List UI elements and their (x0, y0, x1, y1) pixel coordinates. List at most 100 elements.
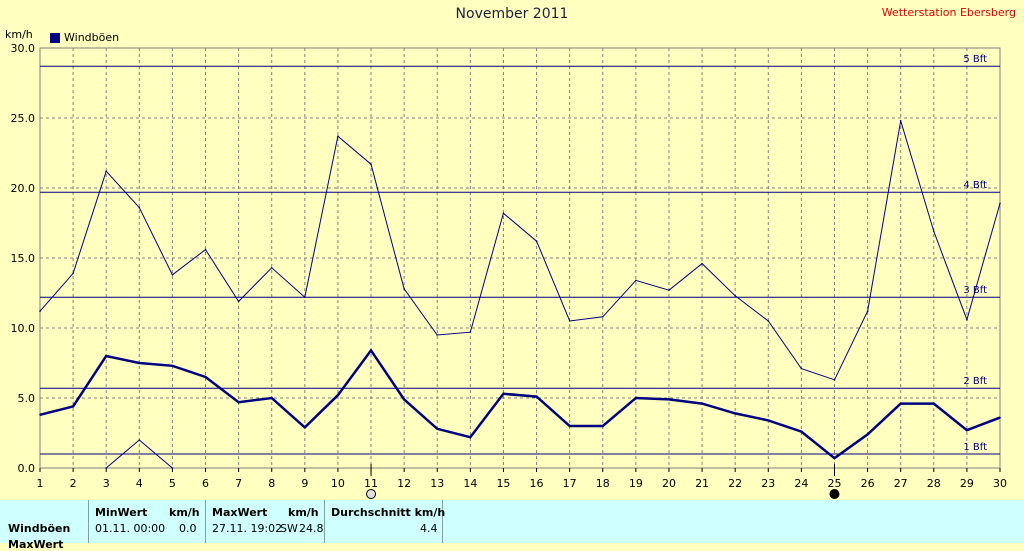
y-tick-label: 5.0 (18, 392, 36, 405)
x-tick-label: 17 (563, 477, 577, 490)
x-tick-label: 1 (37, 477, 44, 490)
data-point-average (502, 393, 505, 395)
stats-avg-value: 4.4 (420, 522, 438, 535)
data-point-average (403, 398, 405, 401)
x-tick-label: 8 (268, 477, 275, 490)
data-point-max (701, 262, 703, 265)
beaufort-label: 2 Bft (963, 376, 987, 387)
data-point-max (403, 288, 405, 290)
data-point-max (370, 163, 372, 165)
y-axis-unit: km/h (5, 28, 33, 41)
axes: 1 2 3 4 5 6 7 8 9 10 11 12 13 14 15 16 17 18 19 20 21 22 23 24 2… (11, 42, 1008, 490)
stats-max-direction: SW (280, 522, 298, 535)
x-tick-label: 15 (496, 477, 510, 490)
series-line-average (39, 348, 1001, 460)
station-name: Wetterstation Ebersberg (881, 6, 1016, 19)
stats-row-label-max: MaxWert (8, 538, 64, 551)
stats-max-unit: km/h (288, 506, 319, 519)
data-point-max (866, 310, 869, 313)
data-point-average (171, 365, 174, 367)
data-point-max (171, 274, 174, 276)
y-tick-label: 10.0 (11, 322, 36, 335)
data-point-average (204, 376, 207, 378)
x-tick-label: 23 (761, 477, 775, 490)
page-title: November 2011 (455, 6, 569, 22)
series-line-max (39, 120, 1001, 381)
x-tick-label: 7 (235, 477, 242, 490)
data-point-min (171, 467, 174, 469)
stats-max-date: 27.11. 19:02 (212, 522, 283, 535)
data-point-max (270, 267, 273, 269)
x-tick-label: 26 (861, 477, 875, 490)
x-tick-label: 18 (596, 477, 610, 490)
data-point-max (833, 379, 836, 381)
stats-min-value: 0.0 (179, 522, 197, 535)
data-point-average (337, 394, 339, 397)
stats-avg-column: Durchschnitt km/h 4.4 (324, 500, 445, 543)
y-tick-label: 15.0 (11, 252, 36, 265)
grid (39, 47, 1001, 469)
x-tick-label: 28 (927, 477, 941, 490)
data-point-max (469, 331, 472, 334)
data-point-average (833, 457, 836, 460)
data-point-max (932, 230, 935, 233)
legend: Windböen (50, 31, 119, 44)
data-point-average (436, 428, 439, 430)
data-point-average (601, 425, 604, 427)
x-tick-label: 20 (662, 477, 676, 490)
x-tick-label: 14 (463, 477, 477, 490)
stats-max-header: MaxWert (212, 506, 268, 519)
data-point-average (866, 433, 869, 436)
stats-max-value: 24.8 (299, 522, 324, 535)
x-tick-label: 10 (331, 477, 345, 490)
x-tick-label: 9 (301, 477, 308, 490)
x-tick-label: 11 (364, 477, 378, 490)
x-tick-label: 16 (530, 477, 544, 490)
stats-min-date: 01.11. 00:00 (95, 522, 166, 535)
data-point-average (39, 414, 41, 416)
beaufort-label: 4 Bft (963, 180, 987, 191)
x-tick-label: 24 (794, 477, 808, 490)
data-point-max (734, 295, 736, 297)
data-point-average (304, 426, 306, 429)
stats-min-unit: km/h (169, 506, 200, 519)
x-tick-label: 4 (136, 477, 143, 490)
x-tick-label: 27 (894, 477, 908, 490)
beaufort-label: 5 Bft (963, 54, 987, 65)
data-point-average (701, 402, 703, 405)
x-tick-label: 12 (397, 477, 411, 490)
x-tick-label: 22 (728, 477, 742, 490)
stats-min-header: MinWert (95, 506, 148, 519)
data-point-average (966, 429, 968, 432)
data-point-max (138, 206, 141, 209)
data-point-max (999, 202, 1001, 205)
data-point-average (469, 436, 472, 439)
x-tick-label: 19 (629, 477, 643, 490)
data-point-min (138, 439, 141, 441)
data-point-average (237, 401, 240, 404)
x-tick-label: 2 (70, 477, 77, 490)
data-point-average (105, 355, 108, 357)
x-tick-label: 6 (202, 477, 209, 490)
data-point-max (668, 289, 670, 292)
moon-markers (366, 464, 840, 499)
data-point-average (535, 395, 538, 398)
legend-label: Windböen (64, 31, 120, 44)
data-point-average (767, 419, 770, 422)
series (39, 120, 1001, 469)
data-point-max (535, 240, 538, 242)
y-tick-label: 25.0 (11, 112, 36, 125)
stats-panel: Windböen MaxWert MinWert km/h 01.11. 00:… (0, 500, 1024, 551)
data-point-max (568, 320, 571, 322)
data-point-average (668, 398, 670, 401)
beaufort-label: 1 Bft (963, 442, 987, 453)
x-tick-label: 29 (960, 477, 974, 490)
x-tick-label: 3 (103, 477, 110, 490)
data-point-average (270, 397, 273, 399)
data-point-max (502, 212, 505, 214)
x-tick-label: 30 (993, 477, 1007, 490)
data-point-max (204, 248, 207, 251)
stats-min-column: MinWert km/h 01.11. 00:00 0.0 (88, 500, 205, 543)
